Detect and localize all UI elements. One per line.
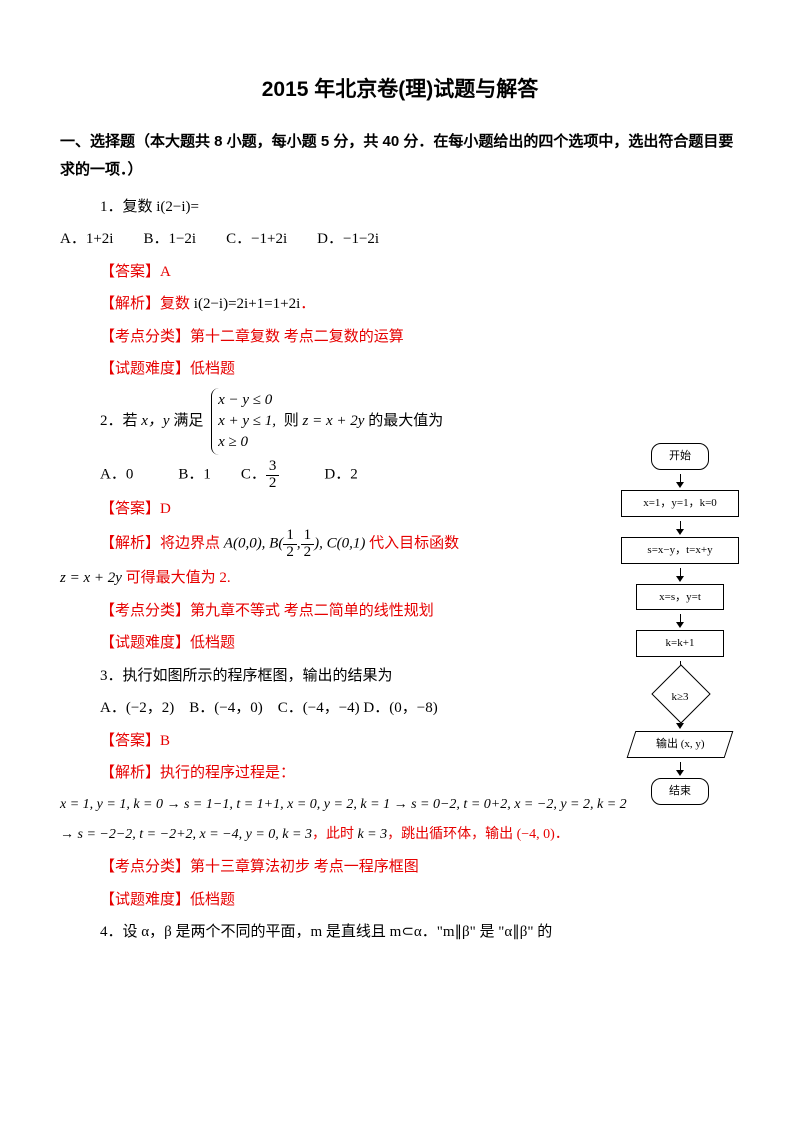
q1-solution: 【解析】复数 i(2−i)=2i+1=1+2i． [60,290,580,319]
q2-solution-1: 【解析】将边界点 A(0,0), B(12,12), C(0,1) 代入目标函数 [60,528,580,561]
q3-trace-2: → s = −2−2, t = −2+2, x = −4, y = 0, k =… [60,822,740,849]
fc-output: 输出 (x, y) [627,731,734,758]
fc-step1: s=x−y，t=x+y [621,537,739,564]
fc-step3: k=k+1 [636,630,724,657]
q3-level: 【试题难度】低档题 [60,886,740,915]
fc-decision: k≥3 [650,677,710,711]
q4-stem: 4．设 α，β 是两个不同的平面，m 是直线且 m⊂α．"m∥β" 是 "α∥β… [60,918,740,947]
q3-category: 【考点分类】第十三章算法初步 考点一程序框图 [60,853,740,882]
q2-stem: 2．若 x，y 满足 x − y ≤ 0 x + y ≤ 1, x ≥ 0 则 … [60,388,580,455]
q1-answer: 【答案】A [60,258,580,287]
q1-options: A．1+2i B．1−2i C．−1+2i D．−1−2i [60,225,580,254]
fc-start: 开始 [651,443,709,470]
q2-answer: 【答案】D [60,495,580,524]
fc-step2: x=s，y=t [636,584,724,611]
fc-init: x=1，y=1，k=0 [621,490,739,517]
q1-category: 【考点分类】第十二章复数 考点二复数的运算 [60,323,580,352]
q1-stem: 1．复数 i(2−i)= [60,193,580,222]
q2-options: A．0 B．1 C．32 D．2 [60,459,580,492]
fc-end: 结束 [651,778,709,805]
section-heading: 一、选择题（本大题共 8 小题，每小题 5 分，共 40 分．在每小题给出的四个… [60,128,740,185]
q1-level: 【试题难度】低档题 [60,355,580,384]
flowchart: 开始 x=1，y=1，k=0 s=x−y，t=x+y x=s，y=t k=k+1… [610,443,750,809]
page-title: 2015 年北京卷(理)试题与解答 [60,70,740,110]
